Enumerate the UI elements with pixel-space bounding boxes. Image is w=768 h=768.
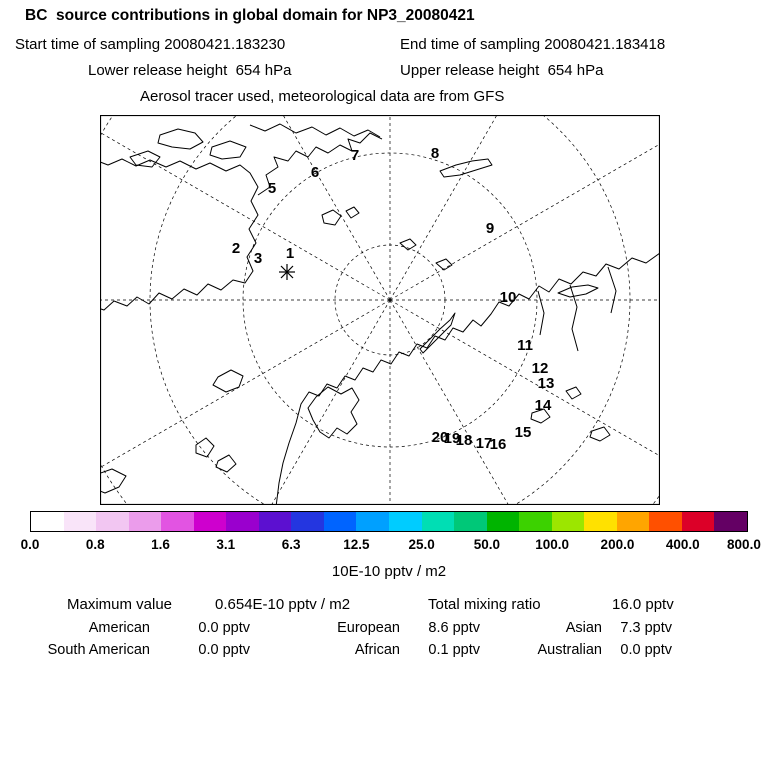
sector-label-3: 3 (254, 250, 262, 267)
colorbar-tick-label: 800.0 (727, 537, 761, 552)
start-time-text: Start time of sampling 20080421.183230 (15, 36, 286, 53)
colorbar-cell (323, 512, 357, 531)
stat-label-american: American (88, 620, 150, 636)
stat-label-asian: Asian (565, 620, 602, 636)
sector-label-7: 7 (351, 147, 359, 164)
total-ratio-label: Total mixing ratio (428, 596, 541, 613)
stat-label-south-american: South American (47, 642, 150, 658)
sector-label-18: 18 (456, 432, 473, 449)
colorbar-cell (63, 512, 97, 531)
colorbar-cell (649, 512, 682, 531)
colorbar-cell (584, 512, 617, 531)
colorbar-cell (226, 512, 259, 531)
colorbar-unit-label: 10E-10 pptv / m2 (331, 563, 447, 580)
colorbar-tick-label: 25.0 (408, 537, 435, 552)
stat-value-asian: 7.3 pptv (620, 620, 672, 636)
lower-release-text: Lower release height 654 hPa (88, 62, 292, 79)
colorbar-tick-label: 0.8 (85, 537, 105, 552)
sector-label-10: 10 (500, 289, 517, 306)
colorbar-tick-label: 50.0 (473, 537, 501, 552)
colorbar-tick-label: 400.0 (665, 537, 700, 552)
end-time-text: End time of sampling 20080421.183418 (400, 36, 666, 53)
tracer-info-text: Aerosol tracer used, meteorological data… (140, 88, 505, 105)
colorbar-cell (258, 512, 292, 531)
colorbar-cell (31, 512, 64, 531)
colorbar-cell (681, 512, 715, 531)
sector-label-20: 20 (432, 429, 449, 446)
sector-label-16: 16 (490, 436, 507, 453)
colorbar-cell (389, 512, 422, 531)
stat-value-south-american: 0.0 pptv (198, 642, 250, 658)
sector-label-9: 9 (486, 220, 494, 237)
stat-label-australian: Australian (537, 642, 602, 658)
stat-value-european: 8.6 pptv (428, 620, 480, 636)
stat-value-american: 0.0 pptv (198, 620, 250, 636)
stat-label-european: European (337, 620, 400, 636)
sector-label-11: 11 (517, 337, 533, 354)
sector-label-2: 2 (232, 240, 240, 257)
colorbar-tick-label: 12.5 (343, 537, 370, 552)
colorbar-cell (291, 512, 324, 531)
sector-label-5: 5 (268, 180, 276, 197)
colorbar-cell (714, 512, 748, 531)
colorbar-cell (128, 512, 162, 531)
map-frame (99, 114, 661, 506)
figure-title: BC source contributions in global domain… (25, 7, 475, 24)
colorbar-tick-label: 0.0 (20, 537, 40, 552)
sector-label-14: 14 (535, 397, 552, 414)
colorbar-ticks: 0.0 0.8 1.6 3.1 6.3 12.5 25.0 50.0 100.0 200.0 400… (21, 537, 761, 553)
upper-release-text: Upper release height 654 hPa (400, 62, 604, 79)
colorbar-cell (356, 512, 390, 531)
colorbar-tick-label: 100.0 (535, 537, 570, 552)
sector-label-6: 6 (311, 164, 319, 181)
colorbar-tick-label: 200.0 (600, 537, 635, 552)
sector-label-13: 13 (538, 375, 555, 392)
sector-label-8: 8 (431, 145, 439, 162)
stat-value-australian: 0.0 pptv (620, 642, 672, 658)
max-value-label: Maximum value (67, 596, 173, 613)
colorbar-cell (551, 512, 585, 531)
total-ratio-value: 16.0 pptv (612, 596, 674, 613)
sector-label-12: 12 (532, 360, 549, 377)
stat-value-african: 0.1 pptv (428, 642, 480, 658)
station-marker (279, 264, 295, 280)
sector-label-15: 15 (515, 424, 532, 441)
colorbar-tick-label: 1.6 (151, 537, 170, 552)
colorbar-tick-label: 6.3 (281, 537, 301, 552)
stat-label-african: African (354, 642, 400, 658)
sector-label-1: 1 (286, 245, 294, 262)
colorbar-cell (421, 512, 455, 531)
colorbar-cell (193, 512, 227, 531)
sector-label-17: 17 (476, 435, 493, 452)
colorbar-tick-label: 3.1 (216, 537, 236, 552)
sector-label-19: 19 (444, 430, 461, 447)
max-value-text: 0.654E-10 pptv / m2 (215, 596, 351, 613)
colorbar (30, 511, 748, 532)
colorbar-cell (161, 512, 194, 531)
colorbar-cell (616, 512, 650, 531)
coastlines (94, 123, 661, 508)
colorbar-cell (454, 512, 487, 531)
colorbar-cell (486, 512, 520, 531)
colorbar-cell (519, 512, 552, 531)
colorbar-cell (96, 512, 129, 531)
